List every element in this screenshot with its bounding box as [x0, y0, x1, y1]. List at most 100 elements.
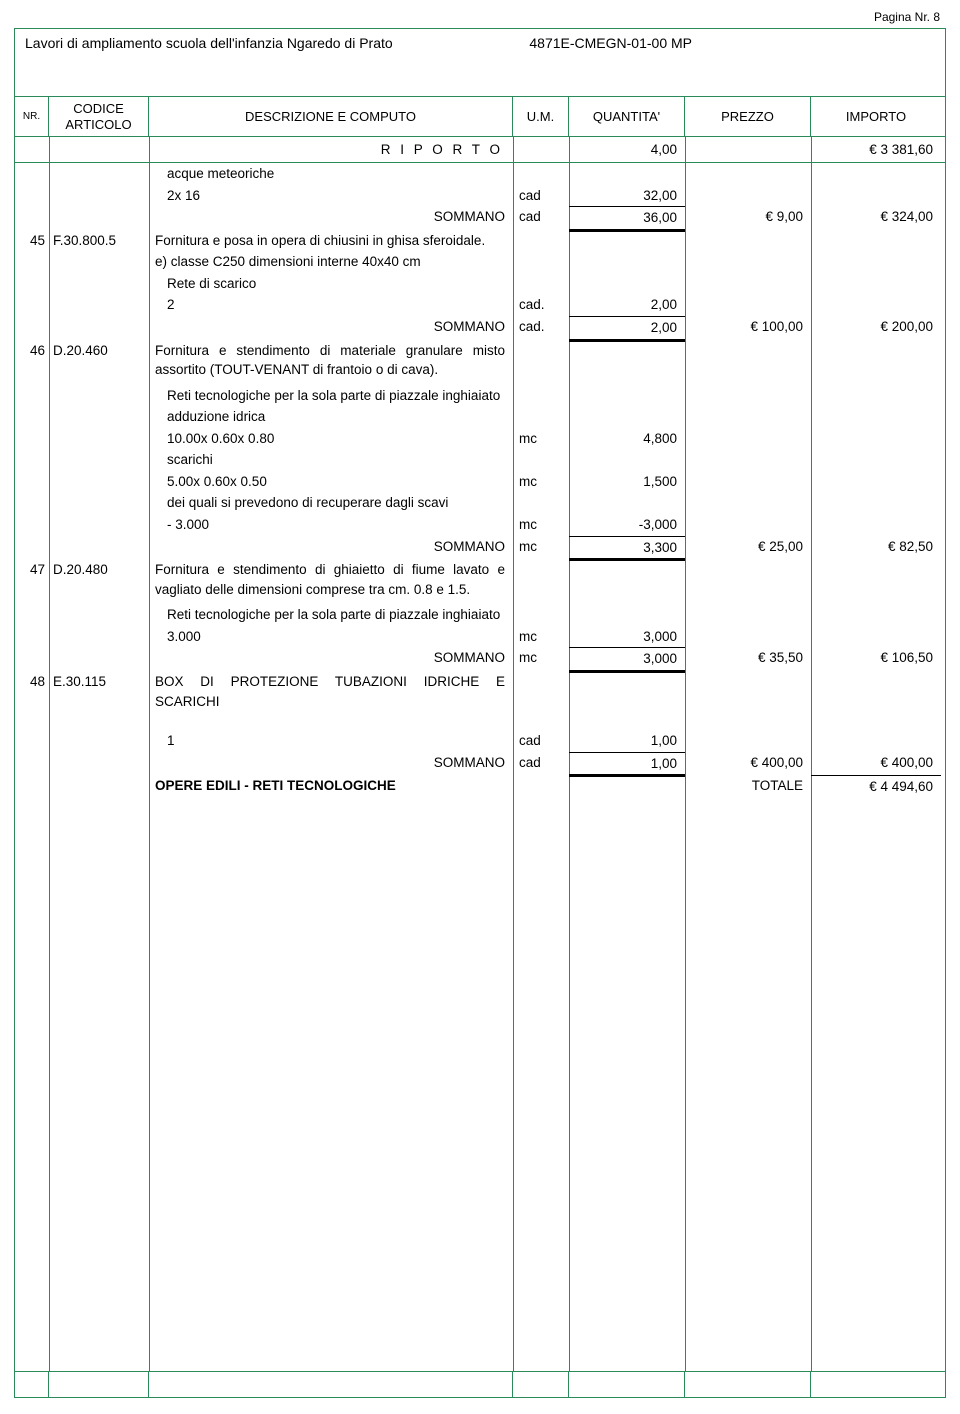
cell-um	[513, 406, 569, 428]
cell-imp	[811, 406, 941, 428]
cell-nr	[15, 775, 49, 798]
cell-um: mc	[513, 471, 569, 493]
cell-price	[685, 273, 811, 295]
cell-price	[685, 471, 811, 493]
cell-qty: 4,800	[569, 428, 685, 450]
cell-desc: SOMMANO	[149, 752, 513, 776]
cell-um: cad	[513, 185, 569, 207]
cell-um	[513, 273, 569, 295]
cell-imp	[811, 185, 941, 207]
table-row: Reti tecnologiche per la sola parte di p…	[15, 385, 945, 407]
cell-price	[685, 230, 811, 252]
cell-imp	[811, 340, 941, 381]
cell-price	[685, 671, 811, 712]
cell-code: E.30.115	[49, 671, 149, 712]
cell-code	[49, 626, 149, 648]
table-row: 5.00x 0.60x 0.50mc1,500	[15, 471, 945, 493]
table-row: acque meteoriche	[15, 163, 945, 185]
cell-qty: 3,300	[569, 536, 685, 560]
cell-price: € 9,00	[685, 206, 811, 230]
cell-qty	[569, 230, 685, 246]
cell-nr	[15, 273, 49, 295]
cell-desc: BOX DI PROTEZIONE TUBAZIONI IDRICHE E SC…	[149, 671, 513, 712]
table-row: Reti tecnologiche per la sola parte di p…	[15, 604, 945, 626]
cell-price	[685, 514, 811, 536]
cell-qty	[569, 163, 685, 185]
cell-um	[513, 671, 569, 712]
cell-um: mc	[513, 647, 569, 671]
cell-desc: OPERE EDILI - RETI TECNOLOGICHE	[149, 775, 513, 798]
doc-code: 4871E-CMEGN-01-00 MP	[529, 35, 893, 51]
cell-imp	[811, 671, 941, 712]
table-row: 47D.20.480Fornitura e stendimento di ghi…	[15, 559, 945, 600]
cell-desc: Reti tecnologiche per la sola parte di p…	[149, 385, 513, 407]
cell-imp: € 400,00	[811, 752, 941, 776]
cell-nr	[15, 163, 49, 185]
cell-imp	[811, 428, 941, 450]
cell-um: cad	[513, 730, 569, 752]
cell-qty	[569, 671, 685, 687]
table-row: adduzione idrica	[15, 406, 945, 428]
cell-desc: e) classe C250 dimensioni interne 40x40 …	[149, 251, 513, 273]
cell-desc: 3.000	[149, 626, 513, 648]
riporto-imp: € 3 381,60	[811, 142, 941, 157]
cell-imp: € 82,50	[811, 536, 941, 560]
cell-imp	[811, 514, 941, 536]
cell-desc: Reti tecnologiche per la sola parte di p…	[149, 604, 513, 626]
cell-price	[685, 626, 811, 648]
cell-nr	[15, 492, 49, 514]
cell-nr	[15, 385, 49, 407]
cell-imp	[811, 273, 941, 295]
cell-desc: 2	[149, 294, 513, 316]
cell-imp: € 4 494,60	[811, 775, 941, 798]
cell-um	[513, 449, 569, 471]
cell-qty: 32,00	[569, 185, 685, 207]
cell-um	[513, 385, 569, 407]
table-body: R I P O R T O 4,00 € 3 381,60 acque mete…	[15, 137, 945, 1371]
cell-imp	[811, 251, 941, 273]
table-row: 46D.20.460Fornitura e stendimento di mat…	[15, 340, 945, 381]
cell-code	[49, 316, 149, 340]
cell-qty: 1,00	[569, 752, 685, 776]
footer-cell	[149, 1372, 513, 1397]
cell-price	[685, 730, 811, 752]
cell-nr	[15, 626, 49, 648]
cell-price	[685, 559, 811, 600]
footer-row	[15, 1371, 945, 1397]
cell-nr	[15, 316, 49, 340]
table-row: 3.000mc3,000	[15, 626, 945, 648]
cell-desc: dei quali si prevedono di recuperare dag…	[149, 492, 513, 514]
cell-nr: 46	[15, 340, 49, 381]
cell-price	[685, 294, 811, 316]
cell-price: € 25,00	[685, 536, 811, 560]
cell-price	[685, 406, 811, 428]
header-imp: IMPORTO	[811, 97, 941, 136]
page: Pagina Nr. 8 Lavori di ampliamento scuol…	[0, 0, 960, 1414]
footer-cell	[513, 1372, 569, 1397]
table-row: OPERE EDILI - RETI TECNOLOGICHETOTALE€ 4…	[15, 775, 945, 798]
cell-um: cad	[513, 752, 569, 776]
cell-desc: 1	[149, 730, 513, 752]
header-price: PREZZO	[685, 97, 811, 136]
cell-um: mc	[513, 626, 569, 648]
table-row: 45F.30.800.5Fornitura e posa in opera di…	[15, 230, 945, 252]
cell-nr	[15, 206, 49, 230]
cell-nr	[15, 604, 49, 626]
cell-price	[685, 604, 811, 626]
cell-um: cad.	[513, 316, 569, 340]
cell-nr: 48	[15, 671, 49, 712]
cell-code	[49, 775, 149, 798]
rows-container: acque meteoriche2x 16cad32,00SOMMANOcad3…	[15, 163, 945, 798]
cell-code: D.20.480	[49, 559, 149, 600]
cell-desc: adduzione idrica	[149, 406, 513, 428]
cell-imp	[811, 449, 941, 471]
cell-price: € 35,50	[685, 647, 811, 671]
cell-nr	[15, 647, 49, 671]
footer-cell	[49, 1372, 149, 1397]
table-row: SOMMANOcad1,00€ 400,00€ 400,00	[15, 752, 945, 776]
cell-code	[49, 294, 149, 316]
cell-qty	[569, 273, 685, 295]
cell-imp	[811, 559, 941, 600]
cell-um: cad	[513, 206, 569, 230]
cell-imp	[811, 730, 941, 752]
